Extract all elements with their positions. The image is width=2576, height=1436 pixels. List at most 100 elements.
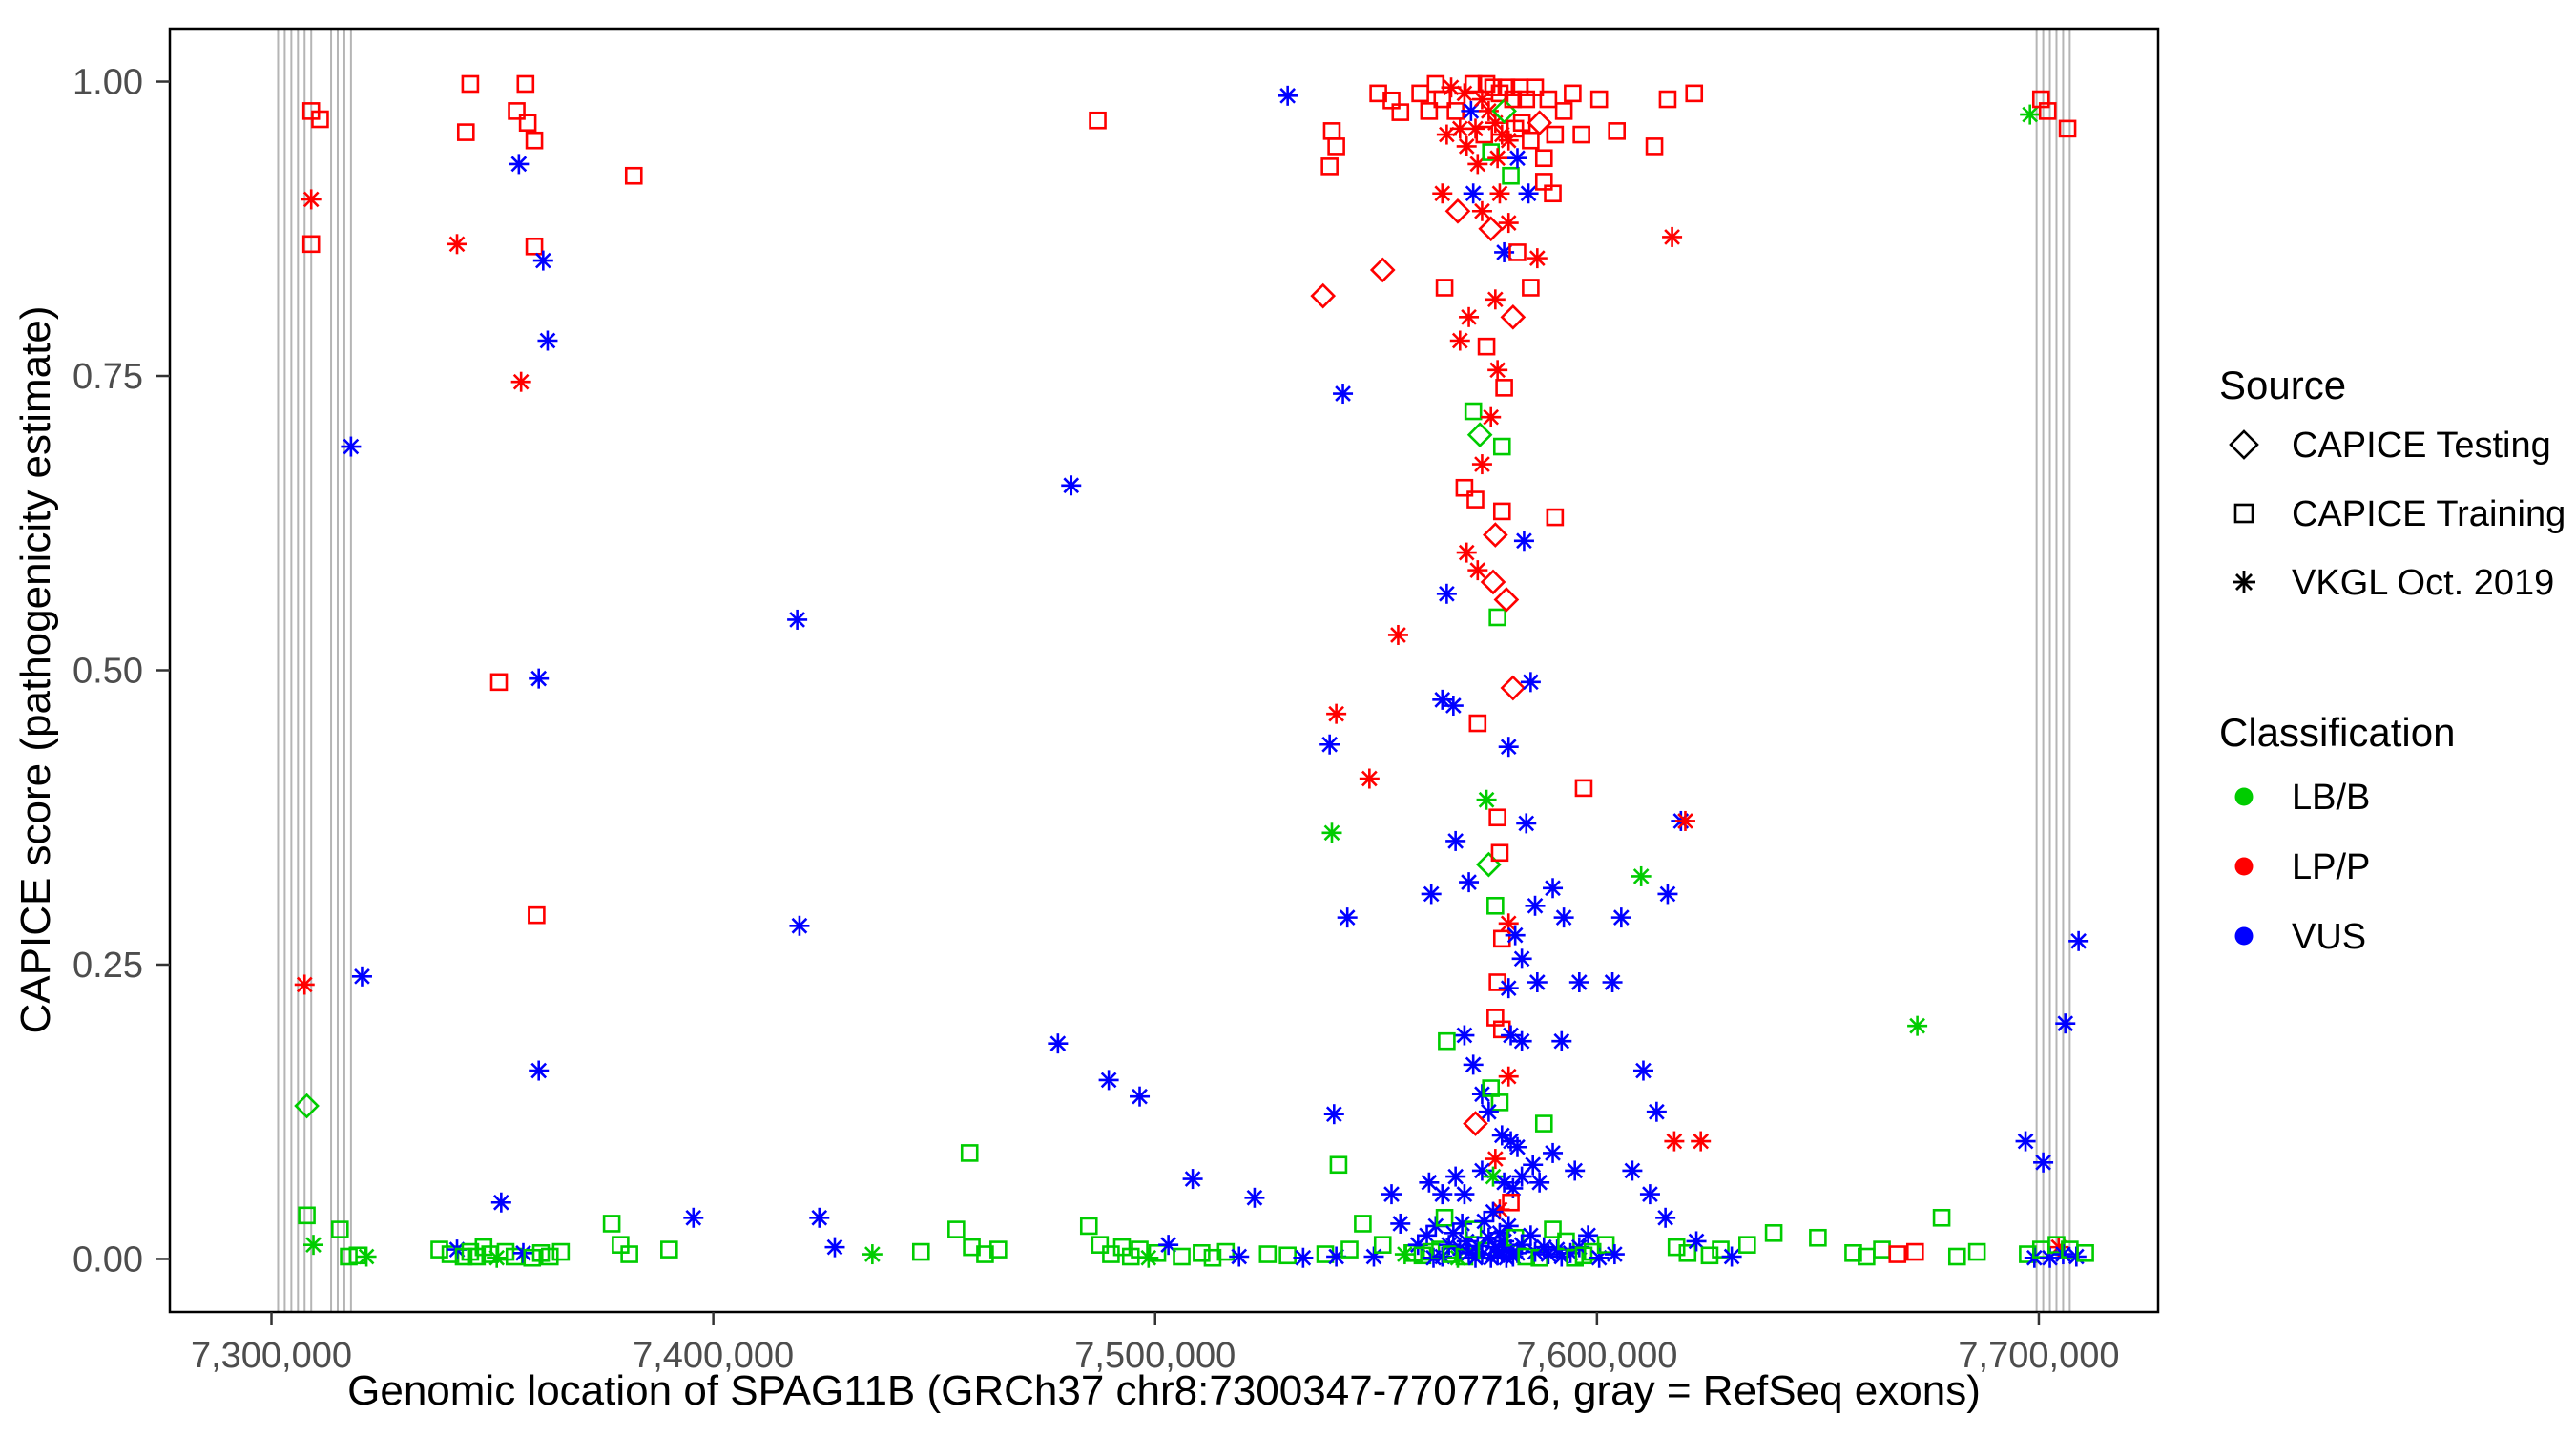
legend-item-vus: VUS xyxy=(2234,917,2366,957)
data-point xyxy=(1539,90,1558,109)
data-point xyxy=(1316,1245,1335,1263)
data-points-layer xyxy=(294,74,2094,1268)
data-point xyxy=(529,668,550,689)
data-point xyxy=(1489,183,1510,204)
data-point xyxy=(551,1242,571,1261)
data-point xyxy=(1554,102,1573,120)
data-point xyxy=(303,1235,324,1256)
data-point xyxy=(1508,243,1527,261)
data-point xyxy=(1527,248,1548,269)
data-point xyxy=(862,1244,883,1265)
data-point xyxy=(620,1245,638,1263)
y-tick-label: 0.00 xyxy=(73,1239,143,1280)
data-point xyxy=(2058,119,2077,138)
legend-item-lbb: LB/B xyxy=(2234,778,2370,818)
data-point xyxy=(1888,1245,1907,1263)
data-point xyxy=(1488,808,1506,827)
data-point xyxy=(1258,1245,1278,1263)
data-point xyxy=(2015,1131,2036,1152)
data-point xyxy=(1490,1093,1509,1112)
data-point xyxy=(660,1240,678,1259)
data-point xyxy=(1466,490,1485,509)
data-point xyxy=(2020,104,2041,125)
data-point xyxy=(1459,872,1480,893)
data-point xyxy=(1534,149,1553,168)
legend-source-title: Source xyxy=(2219,363,2346,407)
data-point xyxy=(1498,913,1519,934)
data-point xyxy=(1061,475,1082,496)
data-point xyxy=(1467,154,1488,175)
data-point xyxy=(1905,1242,1924,1261)
data-point xyxy=(1444,198,1471,224)
legend-class-label: LB/B xyxy=(2292,778,2370,818)
data-point xyxy=(789,915,810,936)
data-point xyxy=(1498,978,1519,999)
asterisk-icon xyxy=(2233,571,2255,593)
data-point xyxy=(1449,118,1470,139)
data-point xyxy=(1543,1142,1564,1163)
data-point xyxy=(1506,148,1527,169)
data-point xyxy=(1691,1131,1712,1152)
data-point xyxy=(1293,1247,1314,1268)
data-point xyxy=(989,1240,1008,1259)
data-point xyxy=(2033,1152,2054,1173)
data-point xyxy=(1463,1054,1484,1075)
data-point xyxy=(1578,1225,1599,1246)
data-point xyxy=(1764,1224,1783,1242)
data-point xyxy=(1632,1060,1653,1081)
data-point xyxy=(1546,125,1565,144)
legend-item-lpp: LP/P xyxy=(2234,847,2370,887)
data-point xyxy=(1655,1207,1676,1228)
data-point xyxy=(525,131,544,150)
data-point xyxy=(1486,896,1505,915)
data-point xyxy=(1645,137,1664,156)
data-point xyxy=(1323,1104,1344,1125)
data-point xyxy=(1527,110,1552,136)
data-point xyxy=(1435,1208,1454,1227)
data-point xyxy=(1098,1070,1119,1091)
data-point xyxy=(1432,1184,1453,1205)
data-point xyxy=(1488,973,1506,991)
data-point xyxy=(1333,384,1354,405)
data-point xyxy=(1544,1220,1562,1238)
data-point xyxy=(508,102,526,120)
vus-dot-icon xyxy=(2234,926,2254,946)
data-point xyxy=(1551,1030,1572,1051)
data-point xyxy=(1483,1201,1504,1222)
data-point xyxy=(1091,1236,1110,1254)
data-point xyxy=(624,166,643,185)
data-point xyxy=(1390,1213,1411,1234)
data-point xyxy=(461,74,480,94)
data-point xyxy=(1436,583,1457,604)
data-point xyxy=(1373,1236,1392,1254)
data-point xyxy=(2068,930,2089,951)
data-point xyxy=(1443,696,1464,717)
legend-source: Source CAPICE Testing CAPICE Training VK… xyxy=(2219,363,2566,603)
data-point xyxy=(1500,675,1527,701)
data-point xyxy=(356,1246,377,1267)
data-point xyxy=(1516,813,1537,834)
data-point xyxy=(1456,542,1477,563)
data-point xyxy=(1148,1244,1167,1262)
data-point xyxy=(1544,184,1562,203)
legend-classification: Classification LB/B LP/P VUS xyxy=(2219,710,2455,957)
data-point xyxy=(683,1207,704,1228)
data-point xyxy=(298,1206,316,1225)
data-point xyxy=(602,1215,621,1233)
data-point xyxy=(1492,929,1511,948)
legend-source-label: CAPICE Training xyxy=(2292,494,2566,534)
data-point xyxy=(1631,865,1652,886)
data-point xyxy=(1602,971,1623,992)
legend-item-vkgl: VKGL Oct. 2019 xyxy=(2233,563,2554,603)
data-point xyxy=(1662,226,1683,247)
plot-panel-border xyxy=(168,27,2160,1314)
data-point xyxy=(1873,1240,1891,1259)
data-point xyxy=(960,1144,979,1162)
data-point xyxy=(1130,1086,1151,1107)
data-point xyxy=(1522,131,1540,150)
data-point xyxy=(1721,1246,1742,1267)
data-point xyxy=(947,1220,966,1238)
data-point xyxy=(294,974,315,995)
data-point xyxy=(1568,971,1589,992)
data-point xyxy=(528,905,546,925)
